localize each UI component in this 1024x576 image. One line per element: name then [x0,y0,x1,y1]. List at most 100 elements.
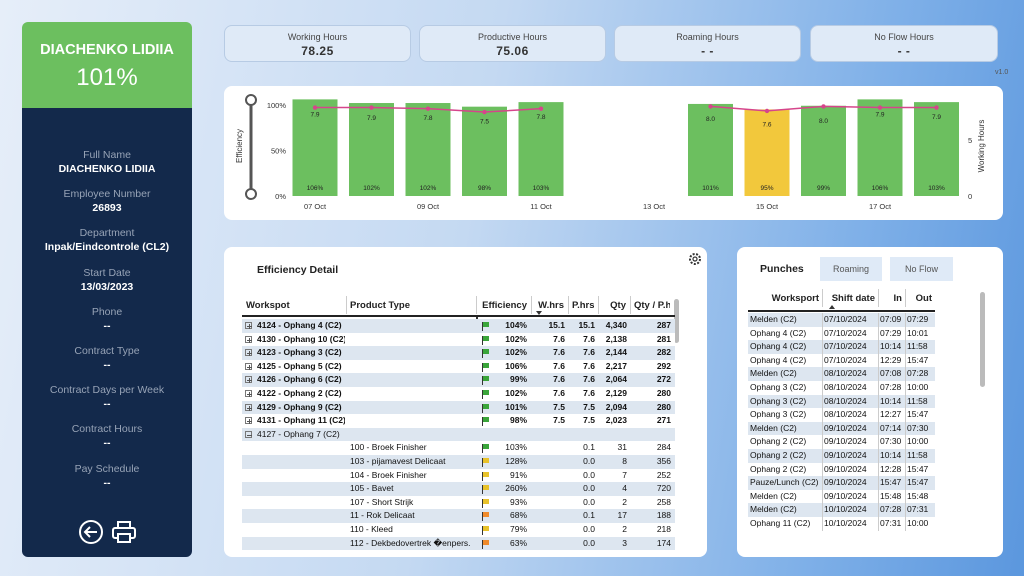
column-divider [905,503,906,517]
back-button[interactable] [79,520,103,544]
line-value-label: 7.8 [423,115,432,122]
y2-tick-label: 5 [968,136,972,145]
punch-cell: 07:29 [907,314,929,324]
bar-value-label: 102% [420,185,437,192]
punch-cell: 08/10/2024 [824,368,867,379]
column-divider [531,296,532,314]
workspot: 4122 - Ophang 2 (C2) [257,388,342,398]
column-divider [905,435,906,449]
phrs: 7.6 [583,360,595,371]
flag-pole [482,485,483,495]
tab[interactable]: Roaming [820,257,882,281]
expand-toggle[interactable] [245,349,252,357]
punch-cell: 10:01 [907,327,929,338]
qtyph: 720 [656,483,671,494]
kpi-value: 75.06 [496,44,529,58]
expand-toggle[interactable] [245,376,252,384]
qty: 7 [622,469,627,480]
expand-toggle[interactable] [245,362,252,370]
expand-toggle[interactable] [245,403,252,411]
punch-cell: 12:29 [880,354,902,365]
bar-value-label: 103% [533,185,550,192]
bar-value-label: 106% [872,185,889,192]
table-row: 11 - Rok Delicaat 68% 0.1 17 188 [242,509,675,523]
employee-efficiency: 101% [76,64,138,91]
efficiency: 102% [505,347,527,358]
flag [482,458,489,463]
column-divider [822,462,823,477]
expand-toggle[interactable] [245,417,252,425]
punch-cell: Ophang 4 (C2) [750,354,807,365]
y-tick-label: 100% [267,101,287,110]
kpi-card: Roaming Hours - - [614,25,801,62]
kpi-value: 78.25 [301,44,334,58]
expand-toggle[interactable] [245,335,252,343]
expand-toggle-line [247,434,252,436]
scrollbar[interactable] [980,292,985,387]
tab[interactable]: No Flow [890,257,953,281]
column-divider [822,408,823,422]
punch-cell: Melden (C2) [750,490,797,501]
qtyph: 292 [656,360,671,371]
table-row: Melden (C2) 10/10/2024 07:28 07:31 [748,503,935,517]
table-row: Pauze/Lunch (C2) 09/10/2024 15:47 15:47 [748,476,935,490]
punch-cell: 09/10/2024 [824,450,867,460]
qty: 31 [617,442,627,453]
phrs: 0.1 [583,510,595,521]
qtyph: 174 [656,537,671,548]
punch-cell: Ophang 3 (C2) [750,382,807,392]
column-divider [822,517,823,531]
punch-cell: 09/10/2024 [824,422,867,433]
expand-toggle-line [249,351,250,357]
phrs: 7.6 [583,374,595,385]
whrs: 7.5 [553,415,565,426]
efficiency: 91% [509,469,527,480]
punch-cell: 09/10/2024 [824,490,867,501]
field-label: Contract Hours [71,423,143,436]
flag [482,362,489,368]
date-slider[interactable] [245,94,257,200]
phrs: 0.0 [583,483,595,494]
scrollbar[interactable] [674,299,679,343]
employee-name: DIACHENKO LIDIIA [40,42,174,58]
qty: 2,064 [605,374,627,385]
column-divider [878,503,879,517]
flag-pole [482,458,483,467]
qty: 2,094 [605,401,627,412]
flag-pole [482,322,483,331]
flag-pole [482,444,483,454]
punch-cell: Ophang 4 (C2) [750,327,807,338]
product-type: 110 - Kleed [350,524,393,534]
tab[interactable]: Punches [760,263,804,275]
table-row: 103 - pijamavest Delicaat 128% 0.0 8 356 [242,455,675,469]
column-divider [905,326,906,341]
expand-toggle[interactable] [245,390,252,397]
column-header: Workspot [246,300,290,311]
expand-toggle[interactable] [245,430,252,438]
table-row: 4126 - Ophang 6 (C2) 99% 7.6 7.6 2,064 272 [242,373,675,387]
punch-cell: 07:28 [880,382,902,392]
whrs: 7.6 [553,360,565,371]
efficiency-detail-panel: Efficiency Detail Workspot Product Type Ef… [224,247,707,557]
column-divider [822,489,823,504]
settings-icon[interactable] [687,251,703,267]
punch-cell: 15:47 [907,409,929,420]
field-label: Phone [91,305,123,318]
header-rule [748,310,935,312]
punch-cell: 07:28 [880,504,902,515]
qtyph: 252 [656,469,671,480]
bar [914,102,959,196]
flag [482,539,489,545]
x-tick-label: 09 Oct [417,202,440,211]
qtyph: 281 [656,333,671,344]
workspot: 4125 - Ophang 5 (C2) [257,360,342,371]
line-value-label: 8.0 [706,116,715,123]
print-button[interactable] [112,521,136,543]
expand-toggle[interactable] [245,322,252,329]
expand-toggle-line [249,324,250,329]
flag-pole [482,512,483,522]
bar [518,102,564,196]
line-point [877,105,883,110]
punch-cell: 07/10/2024 [824,327,867,338]
